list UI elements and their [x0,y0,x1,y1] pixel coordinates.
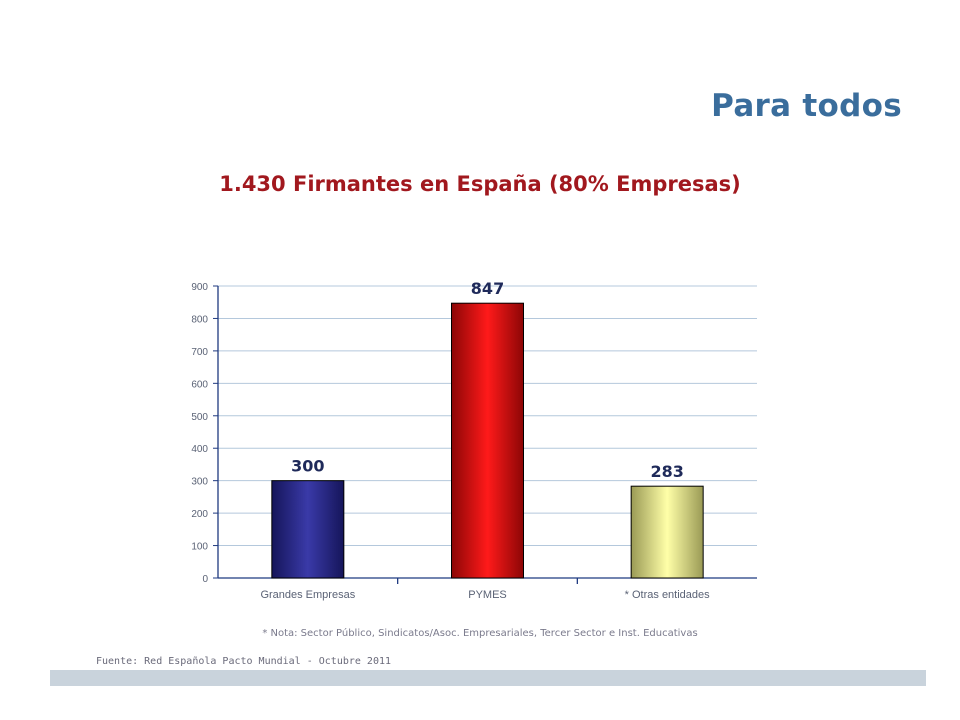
y-tick-label: 500 [191,412,208,423]
y-tick-label: 100 [191,542,208,553]
footnote: * Nota: Sector Público, Sindicatos/Asoc.… [262,628,698,639]
data-label: 847 [471,279,504,298]
data-label: 283 [650,462,683,481]
category-label: Grandes Empresas [260,589,355,601]
bar-1 [271,480,345,579]
bar-2 [451,302,524,579]
y-tick-label: 600 [191,379,208,390]
chart-title: 1.430 Firmantes en España (80% Empresas) [219,172,741,196]
bar-3 [630,485,704,579]
slide-title: Para todos [711,88,902,124]
data-label: 300 [291,457,324,476]
y-tick-label: 900 [191,282,208,293]
y-tick-label: 300 [191,477,208,488]
footer-bar [50,670,926,686]
y-tick-label: 800 [191,314,208,325]
y-tick-label: 0 [202,574,208,585]
category-label: PYMES [468,589,507,601]
y-tick-label: 200 [191,509,208,520]
category-label: * Otras entidades [625,589,710,601]
source-text: Fuente: Red Española Pacto Mundial - Oct… [96,656,392,667]
y-tick-label: 700 [191,347,208,358]
y-tick-label: 400 [191,444,208,455]
